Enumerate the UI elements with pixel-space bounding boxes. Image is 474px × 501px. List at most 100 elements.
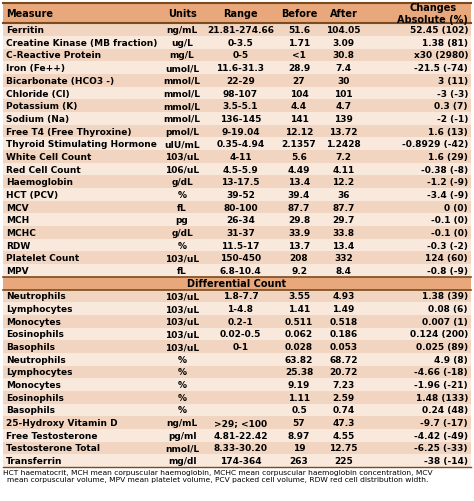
Text: Red Cell Count: Red Cell Count (6, 165, 81, 174)
Bar (3, 239, 471, 252)
Text: HCT (PCV): HCT (PCV) (6, 190, 58, 199)
Bar (3, 24, 471, 37)
Text: White Cell Count: White Cell Count (6, 153, 91, 162)
Text: Platelet Count: Platelet Count (6, 254, 79, 263)
Text: Testosterone Total: Testosterone Total (6, 443, 100, 452)
Bar (3, 50, 471, 62)
Text: 9.19: 9.19 (288, 380, 310, 389)
Text: 0.007 (1): 0.007 (1) (422, 317, 468, 326)
Text: x30 (2980): x30 (2980) (413, 52, 468, 60)
Text: Free Testosterone: Free Testosterone (6, 431, 98, 440)
Bar (3, 4, 471, 24)
Text: ng/mL: ng/mL (166, 26, 198, 35)
Bar (3, 265, 471, 277)
Text: 0.24 (48): 0.24 (48) (422, 406, 468, 415)
Text: 208: 208 (290, 254, 308, 263)
Text: 26-34: 26-34 (226, 216, 255, 225)
Text: 0.053: 0.053 (329, 342, 357, 351)
Text: Eosinophils: Eosinophils (6, 330, 64, 339)
Text: C-Reactive Protein: C-Reactive Protein (6, 52, 101, 60)
Text: 57: 57 (293, 418, 305, 427)
Text: 52.45 (102): 52.45 (102) (410, 26, 468, 35)
Text: 29.7: 29.7 (332, 216, 355, 225)
Text: 103/uL: 103/uL (165, 254, 199, 263)
Text: -38 (-14): -38 (-14) (424, 456, 468, 465)
Text: 174-364: 174-364 (219, 456, 261, 465)
Text: 4.11: 4.11 (332, 165, 355, 174)
Bar (3, 189, 471, 201)
Bar (3, 151, 471, 163)
Text: -1.96 (-21): -1.96 (-21) (414, 380, 468, 389)
Text: 6.8-10.4: 6.8-10.4 (219, 267, 261, 276)
Text: 8.97: 8.97 (288, 431, 310, 440)
Text: 4.4: 4.4 (291, 102, 307, 111)
Text: 31-37: 31-37 (226, 228, 255, 237)
Text: 101: 101 (334, 89, 353, 98)
Text: 13-17.5: 13-17.5 (221, 178, 260, 187)
Text: 1.41: 1.41 (288, 305, 310, 314)
Text: 0.028: 0.028 (285, 342, 313, 351)
Text: -3 (-3): -3 (-3) (437, 89, 468, 98)
Text: 1.49: 1.49 (332, 305, 355, 314)
Text: Creatine Kinase (MB fraction): Creatine Kinase (MB fraction) (6, 39, 157, 48)
Text: 87.7: 87.7 (288, 203, 310, 212)
Text: HCT haematocrit, MCH mean corpuscular haemoglobin, MCHC mean corpuscular haemogl: HCT haematocrit, MCH mean corpuscular ha… (3, 469, 433, 482)
Text: 39.4: 39.4 (288, 190, 310, 199)
Text: uIU/mL: uIU/mL (164, 140, 200, 149)
Text: 12.12: 12.12 (285, 127, 313, 136)
Bar (3, 88, 471, 100)
Bar (3, 37, 471, 50)
Text: 0.74: 0.74 (332, 406, 355, 415)
Text: 103/uL: 103/uL (165, 342, 199, 351)
Text: 0.025 (89): 0.025 (89) (416, 342, 468, 351)
Text: -0.1 (0): -0.1 (0) (431, 228, 468, 237)
Text: 103/uL: 103/uL (165, 305, 199, 314)
Text: 4.7: 4.7 (336, 102, 352, 111)
Text: Thyroid Stimulating Hormone: Thyroid Stimulating Hormone (6, 140, 157, 149)
Text: 12.75: 12.75 (329, 443, 358, 452)
Text: 3.5-5.1: 3.5-5.1 (223, 102, 258, 111)
Text: 33.8: 33.8 (332, 228, 355, 237)
Text: 21.81-274.66: 21.81-274.66 (207, 26, 274, 35)
Bar (3, 404, 471, 416)
Text: g/dL: g/dL (171, 178, 193, 187)
Bar (3, 277, 471, 290)
Bar (3, 113, 471, 125)
Text: nmol/L: nmol/L (165, 443, 199, 452)
Text: 87.7: 87.7 (332, 203, 355, 212)
Text: %: % (177, 380, 186, 389)
Text: 141: 141 (290, 115, 309, 124)
Bar (3, 303, 471, 315)
Text: 263: 263 (290, 456, 309, 465)
Text: 0 (0): 0 (0) (444, 203, 468, 212)
Text: >29; <100: >29; <100 (214, 418, 267, 427)
Text: 4.5-5.9: 4.5-5.9 (223, 165, 258, 174)
Text: 25-Hydroxy Vitamin D: 25-Hydroxy Vitamin D (6, 418, 118, 427)
Text: 1.6 (29): 1.6 (29) (428, 153, 468, 162)
Text: Ferritin: Ferritin (6, 26, 44, 35)
Text: %: % (177, 190, 186, 199)
Text: mmol/L: mmol/L (164, 115, 201, 124)
Text: After: After (329, 9, 357, 19)
Text: <1: <1 (292, 52, 306, 60)
Text: Lymphocytes: Lymphocytes (6, 368, 73, 377)
Text: 1.38 (81): 1.38 (81) (422, 39, 468, 48)
Text: 1.8-7.7: 1.8-7.7 (223, 292, 258, 301)
Text: 0.124 (200): 0.124 (200) (410, 330, 468, 339)
Text: -4.42 (-49): -4.42 (-49) (414, 431, 468, 440)
Bar (3, 138, 471, 151)
Text: 0.062: 0.062 (285, 330, 313, 339)
Bar (3, 328, 471, 341)
Bar (3, 176, 471, 189)
Text: MPV: MPV (6, 267, 28, 276)
Text: 13.7: 13.7 (288, 241, 310, 250)
Text: 68.72: 68.72 (329, 355, 358, 364)
Bar (3, 252, 471, 265)
Text: ug/L: ug/L (171, 39, 193, 48)
Text: 104.05: 104.05 (326, 26, 361, 35)
Text: %: % (177, 355, 186, 364)
Text: 36: 36 (337, 190, 350, 199)
Text: 7.2: 7.2 (336, 153, 351, 162)
Text: 0.5: 0.5 (291, 406, 307, 415)
Text: 124 (60): 124 (60) (425, 254, 468, 263)
